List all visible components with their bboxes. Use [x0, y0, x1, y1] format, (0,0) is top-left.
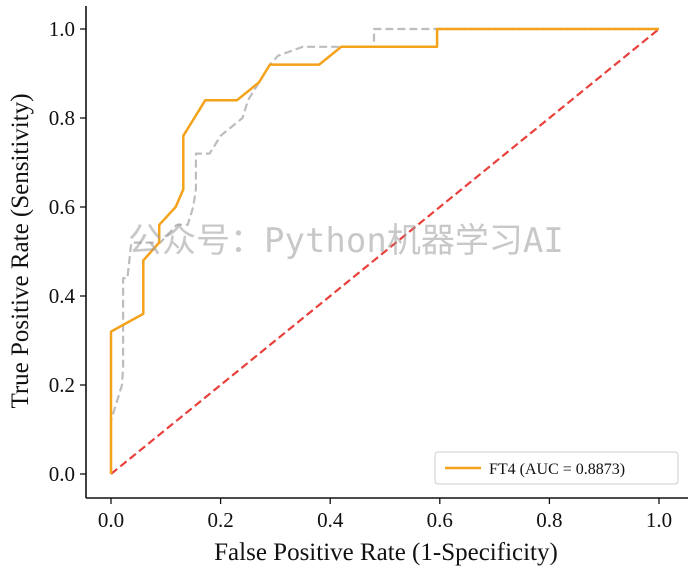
legend-label-ft4: FT4 (AUC = 0.8873)	[489, 461, 625, 478]
x-tick-label: 0.8	[536, 508, 562, 532]
y-tick-label: 0.2	[49, 373, 75, 397]
x-tick-label: 0.4	[317, 508, 344, 532]
axes-layer	[85, 6, 688, 499]
x-tick-label: 1.0	[646, 508, 672, 532]
x-axis-title: False Positive Rate (1-Specificity)	[214, 539, 558, 566]
x-tick-label: 0.6	[427, 508, 453, 532]
ft4-roc-line	[109, 27, 659, 474]
ticks-layer: 0.0 0.2 0.4 0.6 0.8 1.0 0.0 0.2 0.4 0.6 0.8 1.0	[49, 17, 672, 532]
legend-box	[434, 451, 679, 485]
x-tick-label: 0.0	[98, 508, 124, 532]
y-tick-label: 1.0	[49, 17, 75, 41]
y-tick-label: 0.6	[49, 195, 75, 219]
chance-diagonal-line	[110, 28, 660, 475]
legend: FT4 (AUC = 0.8873)	[434, 451, 679, 485]
y-axis-title: True Positive Rate (Sensitivity)	[7, 93, 34, 408]
x-tick-label: 0.2	[207, 508, 233, 532]
y-tick-label: 0.8	[49, 106, 75, 130]
y-tick-label: 0.4	[49, 284, 76, 308]
series-layer	[109, 27, 660, 475]
watermark-annotation: 公众号：Python机器学习AI	[128, 221, 564, 261]
y-tick-label: 0.0	[49, 462, 75, 486]
